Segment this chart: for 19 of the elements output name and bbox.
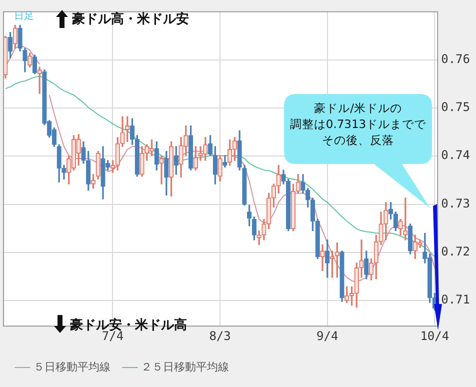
annotation: 豪ドル/米ドルの [313, 100, 403, 116]
candlestick [159, 155, 164, 184]
y-tick-label: 0.74 [441, 148, 470, 162]
y-tick-label: 0.75 [441, 100, 470, 114]
y-tick-label: 0.72 [441, 244, 470, 259]
x-tick-label: 8/3 [209, 328, 231, 343]
y-tick-label: 0.73 [441, 196, 470, 210]
x-tick-label: 9/4 [316, 328, 338, 343]
legend-label: ５日移動平均線 [34, 360, 110, 374]
annotation: 日足 [14, 10, 34, 23]
legend-label: ２５日移動平均線 [141, 360, 229, 374]
candlestick [320, 244, 325, 272]
annotation: 豪ドル高・米ドル安 [72, 10, 189, 28]
x-tick-label: 10/4 [420, 328, 450, 343]
y-tick-label: 0.76 [441, 52, 470, 66]
annotation: 調整は0.7313ドルまでで [288, 116, 428, 132]
candlestick [256, 230, 262, 246]
annotation: その後、反落 [321, 132, 395, 148]
y-tick-label: 0.71 [441, 292, 470, 307]
